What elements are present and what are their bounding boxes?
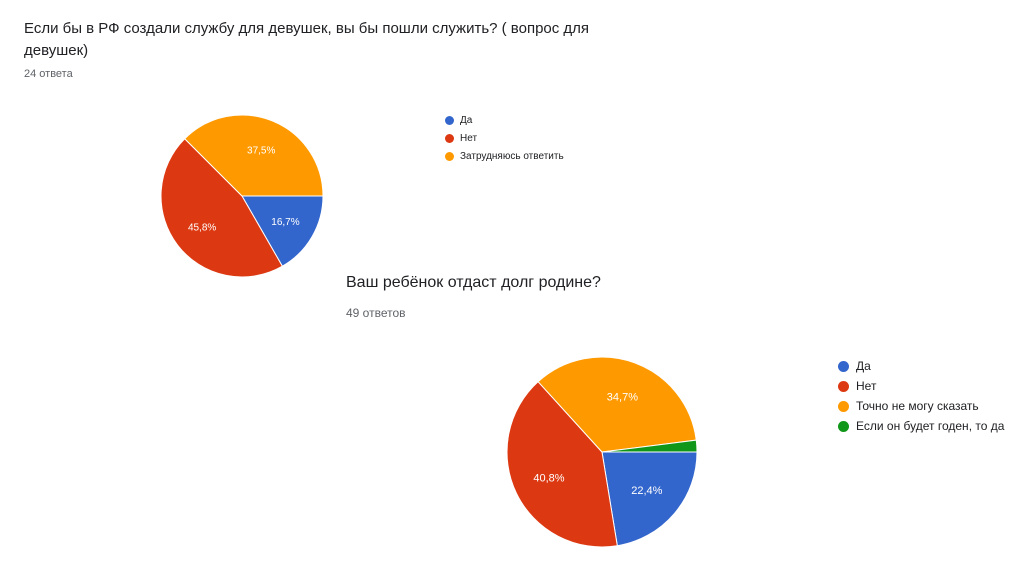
legend-item: Точно не могу сказать [838, 396, 1004, 416]
chart2-legend: Да Нет Точно не могу сказать Если он будет … [838, 356, 1004, 436]
legend-swatch [838, 360, 849, 372]
legend-swatch [445, 151, 454, 161]
legend-label: Нет [460, 132, 478, 144]
slice-label-2: 45,8% [188, 223, 216, 234]
legend-label: Если он будет годен, то да [856, 419, 1005, 433]
legend-swatch [838, 420, 849, 432]
slice-label-3: 37,5% [247, 146, 275, 157]
legend-item: Затрудняюсь ответить [445, 147, 564, 165]
legend-label: Точно не могу сказать [856, 399, 979, 413]
pie-slice-2 [160, 138, 284, 278]
legend-swatch [445, 133, 454, 143]
chart2-pie: 22,4% 40,8% 34,7% [506, 356, 698, 548]
chart1-legend: Да Нет Затрудняюсь ответить [445, 111, 564, 165]
chart1-response-count: 24 ответа [24, 68, 73, 80]
legend-item: Да [838, 356, 1004, 376]
legend-label: Затрудняюсь ответить [460, 150, 564, 162]
legend-item: Нет [445, 129, 564, 147]
legend-label: Да [856, 359, 871, 373]
chart2-response-count: 49 ответов [346, 306, 406, 320]
chart1-pie: 16,7% 45,8% 37,5% [160, 114, 324, 278]
legend-label: Нет [856, 379, 877, 393]
pie-slice-1 [601, 451, 698, 547]
pie-slice-3 [184, 114, 324, 197]
legend-item: Нет [838, 376, 1004, 396]
chart1-title: Если бы в РФ создали службу для девушек,… [24, 20, 590, 59]
legend-swatch [838, 400, 849, 412]
pie-slice-2 [506, 380, 618, 548]
legend-item: Да [445, 111, 564, 129]
legend-swatch [445, 115, 454, 125]
legend-item: Если он будет годен, то да [838, 416, 1004, 436]
pie-slice-4 [601, 439, 698, 453]
legend-label: Да [460, 114, 473, 126]
slice-label-1: 16,7% [271, 217, 299, 228]
slice-label-3: 34,7% [607, 392, 638, 404]
legend-swatch [838, 380, 849, 392]
slice-label-1: 22,4% [631, 485, 662, 497]
chart2-title: Ваш ребёнок отдаст долг родине? [346, 274, 601, 291]
slice-label-2: 40,8% [533, 473, 564, 485]
pie-slice-1 [241, 195, 324, 267]
pie-slice-3 [537, 356, 697, 453]
